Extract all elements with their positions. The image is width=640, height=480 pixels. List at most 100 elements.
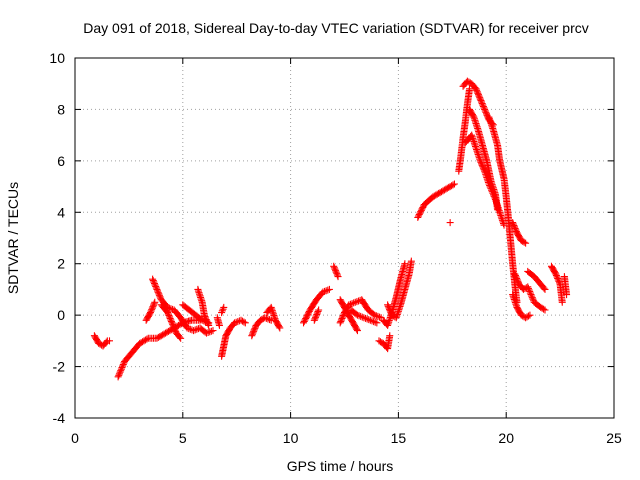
data-point (360, 314, 368, 322)
data-point (169, 322, 177, 330)
data-point (117, 367, 125, 375)
data-point (363, 315, 371, 323)
data-point (167, 316, 175, 324)
data-point (520, 238, 528, 246)
y-tick-label: 2 (57, 256, 65, 272)
data-point (371, 318, 379, 326)
data-point (248, 332, 256, 340)
data-point (479, 101, 487, 109)
data-point (315, 306, 323, 314)
data-point (511, 271, 519, 279)
data-point (446, 219, 454, 227)
data-point (170, 325, 178, 333)
data-point (337, 316, 345, 324)
data-point (167, 317, 175, 325)
data-point (384, 301, 392, 309)
data-point (528, 292, 536, 300)
data-point (185, 325, 193, 333)
data-point (264, 315, 272, 323)
data-point (167, 305, 175, 313)
x-tick-label: 20 (498, 430, 514, 446)
x-tick-label: 15 (391, 430, 407, 446)
data-point (401, 260, 409, 268)
data-point (368, 317, 376, 325)
data-point (332, 268, 340, 276)
x-tick-label: 0 (71, 430, 79, 446)
data-point (143, 335, 151, 343)
data-point (205, 321, 213, 329)
data-point (489, 191, 497, 199)
data-point (477, 158, 485, 166)
data-point (207, 327, 215, 335)
data-point (219, 305, 227, 313)
grid (75, 58, 614, 418)
data-point (337, 317, 345, 325)
data-point (357, 312, 365, 320)
data-point (475, 92, 483, 100)
data-point (231, 319, 239, 327)
data-point (474, 89, 482, 97)
data-point (473, 86, 481, 94)
data-point (358, 313, 366, 321)
data-point (148, 306, 156, 314)
data-point (116, 368, 124, 376)
x-tick-label: 10 (283, 430, 299, 446)
data-point (486, 183, 494, 191)
data-point (202, 314, 210, 322)
data-point (472, 85, 480, 93)
data-point (407, 257, 415, 265)
data-point (330, 264, 338, 272)
data-point (529, 295, 537, 303)
data-point (118, 364, 126, 372)
data-point (355, 312, 363, 320)
data-point (511, 224, 519, 232)
data-point (150, 300, 158, 308)
data-point (324, 286, 332, 294)
data-point (155, 291, 163, 299)
data-point (115, 370, 123, 378)
data-point (336, 319, 344, 327)
data-point (466, 85, 474, 93)
data-point (168, 319, 176, 327)
data-point (371, 311, 379, 319)
data-point (149, 277, 157, 285)
data-point (240, 318, 248, 326)
data-point (176, 333, 184, 341)
data-point (353, 298, 361, 306)
data-point (527, 291, 535, 299)
data-point (276, 324, 284, 332)
data-point (553, 273, 561, 281)
data-point (376, 313, 384, 321)
x-tick-label: 5 (179, 430, 187, 446)
data-point (114, 373, 122, 381)
y-tick-label: 0 (57, 307, 65, 323)
data-point (220, 303, 228, 311)
data-point (170, 323, 178, 331)
data-point (339, 312, 347, 320)
data-point (479, 163, 487, 171)
data-point (339, 313, 347, 321)
data-point (478, 161, 486, 169)
x-axis-label: GPS time / hours (287, 458, 394, 474)
data-point (479, 102, 487, 110)
data-point (311, 315, 319, 323)
data-point (218, 309, 226, 317)
data-point (351, 298, 359, 306)
data-point (524, 283, 532, 291)
data-point (190, 327, 198, 335)
data-point (524, 284, 532, 292)
data-point (365, 316, 373, 324)
data-point (478, 100, 486, 108)
data-point (476, 95, 484, 103)
data-point (481, 105, 489, 113)
data-point (486, 182, 494, 190)
data-point (147, 307, 155, 315)
data-point (152, 282, 160, 290)
data-point (204, 329, 212, 336)
data-point (513, 276, 521, 284)
data-point (480, 166, 488, 174)
data-point (149, 275, 157, 283)
data-point (177, 334, 185, 342)
data-point (509, 219, 517, 227)
data-point (370, 318, 378, 326)
